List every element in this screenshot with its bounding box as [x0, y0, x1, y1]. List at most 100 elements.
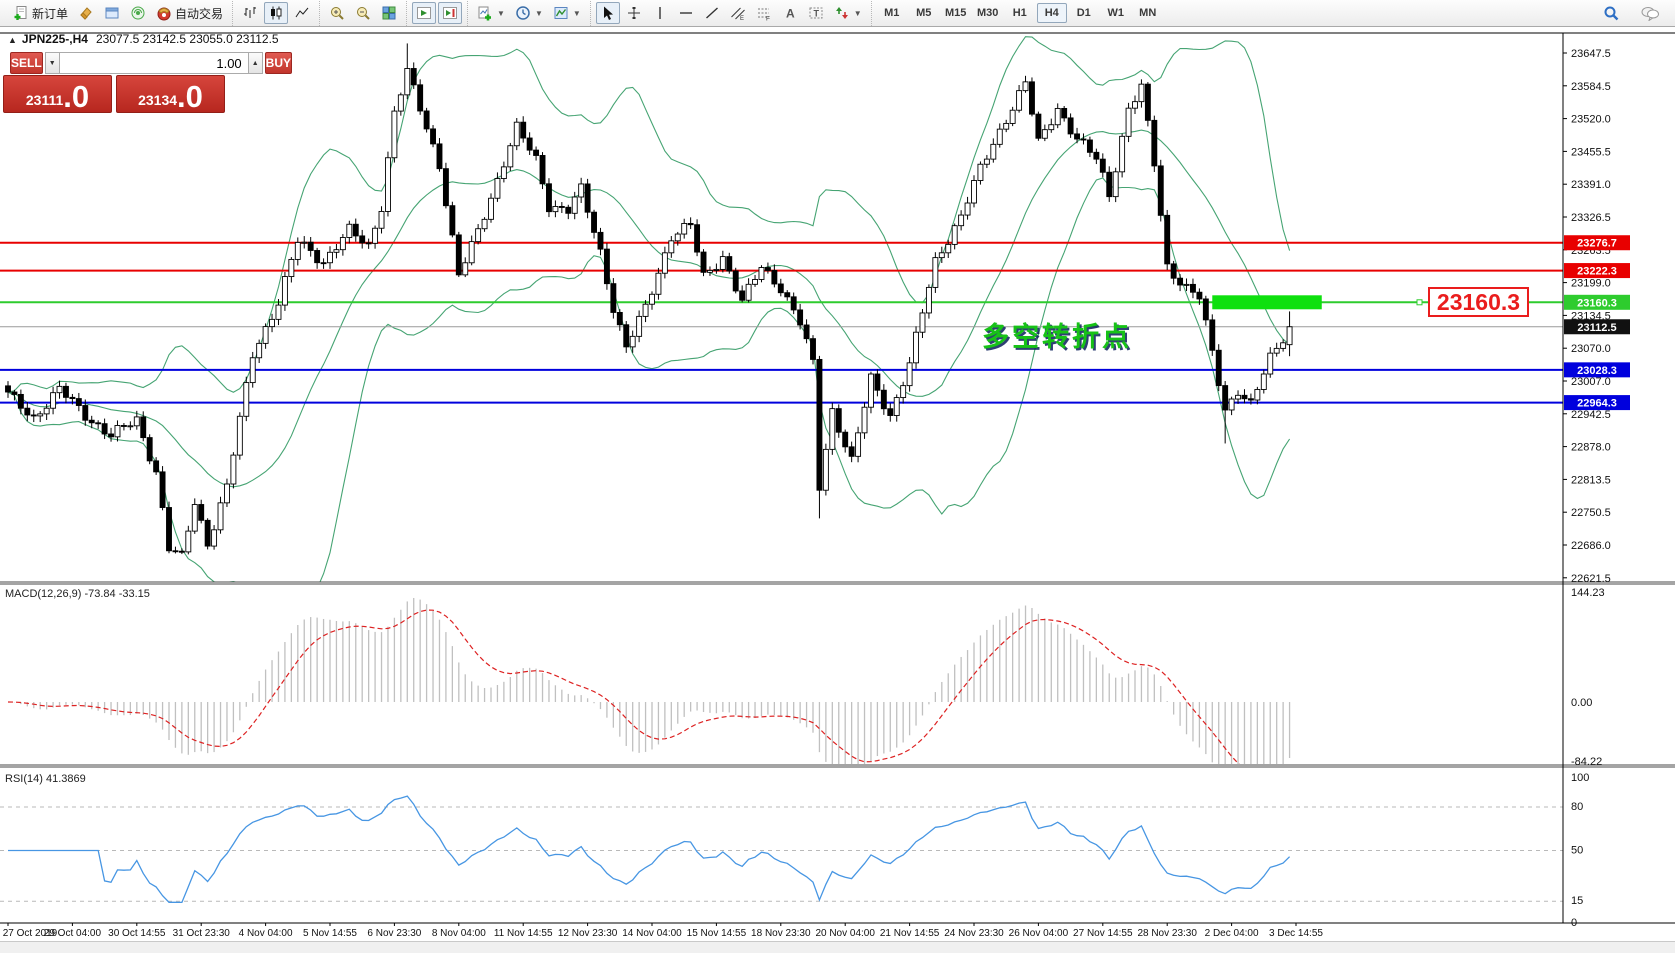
tile-windows-button[interactable]	[377, 2, 401, 24]
candle-up	[752, 279, 758, 285]
candle-down	[726, 256, 733, 272]
sell-price-box[interactable]: 23111.0	[3, 75, 112, 113]
axis-level-label-text: 23160.3	[1577, 297, 1617, 309]
candle-down	[591, 211, 597, 233]
new-order-button[interactable]: 新订单	[9, 2, 72, 25]
candle-down	[63, 385, 69, 398]
one-click-collapse-arrow[interactable]: ▲	[8, 35, 17, 45]
candle-down	[88, 419, 95, 424]
candle-up	[468, 241, 475, 264]
sell-button[interactable]: SELL	[10, 52, 43, 74]
candle-down	[887, 408, 894, 416]
timeframe-m1-button[interactable]: M1	[884, 7, 900, 19]
candle-up	[378, 210, 385, 229]
signals-button[interactable]	[126, 2, 150, 24]
bar-chart-button[interactable]	[238, 2, 262, 24]
timeframe-m30-button[interactable]: M30	[977, 7, 999, 19]
candle-up	[1016, 90, 1023, 111]
candle-up	[681, 223, 688, 235]
candle-up	[629, 335, 636, 348]
text-label-icon: T	[809, 7, 823, 19]
horizontal-line-button[interactable]	[674, 2, 698, 24]
timeframe-d1-button[interactable]: D1	[1076, 7, 1091, 19]
timeframe-h1-button[interactable]: H1	[1012, 7, 1027, 19]
candle-down	[1202, 298, 1209, 321]
candle-down	[359, 235, 366, 244]
chat-button[interactable]	[1636, 2, 1664, 24]
candlestick-chart-button[interactable]	[264, 2, 289, 24]
timeframe-w1-button[interactable]: W1	[1107, 7, 1124, 19]
axis-current-price-label-text: 23112.5	[1577, 322, 1616, 334]
candle-down	[11, 391, 18, 395]
line-chart-button[interactable]	[290, 2, 314, 24]
templates-button[interactable]: ▼	[549, 2, 585, 24]
add-indicator-button[interactable]: ▼	[473, 2, 509, 24]
equidistant-channel-button[interactable]: E	[726, 2, 750, 24]
trendline-button[interactable]	[700, 2, 724, 24]
timeframe-m15-button[interactable]: M15	[945, 7, 967, 19]
timeframe-h4-button[interactable]: H4	[1036, 3, 1067, 23]
price-tick-label: 22813.5	[1571, 474, 1611, 486]
macd-panel	[7, 597, 1291, 764]
candle-up	[713, 268, 720, 271]
candle-up	[327, 251, 333, 264]
candle-up	[1009, 109, 1016, 124]
horizontal-line-icon	[679, 12, 692, 14]
candle-up	[1054, 107, 1061, 126]
price-tick-label: 22878.0	[1571, 442, 1611, 454]
chart-title: ▲ JPN225-,H4 23077.5 23142.5 23055.0 23112…	[8, 32, 279, 46]
templates-icon	[554, 7, 568, 19]
axis-level-label-box	[1564, 263, 1630, 279]
candle-up	[919, 312, 926, 333]
buy-button[interactable]: BUY	[264, 52, 293, 74]
candle-down	[430, 128, 436, 145]
eraser-button[interactable]	[74, 2, 98, 24]
periods-button[interactable]: ▼	[511, 2, 547, 24]
cursor-button[interactable]	[595, 2, 620, 24]
candle-down	[764, 267, 771, 271]
volume-input[interactable]	[59, 52, 248, 74]
buy-price-box[interactable]: 23134.0	[116, 75, 225, 113]
time-label: 6 Nov 23:30	[367, 928, 421, 939]
candle-down	[790, 296, 797, 311]
chart-window-button[interactable]	[100, 2, 124, 24]
fibonacci-button[interactable]: F	[752, 2, 776, 24]
chart-window[interactable]: MACD(12,26,9) -73.84 -33.15 RSI(14) 41.38…	[0, 27, 1675, 941]
zoom-in-button[interactable]	[325, 2, 349, 24]
text-button[interactable]: A	[778, 2, 802, 24]
candle-down	[1106, 171, 1113, 198]
search-button[interactable]	[1599, 2, 1624, 25]
main-toolbar: 新订单 自动交易	[0, 0, 1675, 27]
time-label: 30 Oct 14:55	[108, 928, 166, 939]
candle-up	[1273, 347, 1280, 354]
chart-canvas[interactable]: MACD(12,26,9) -73.84 -33.15 RSI(14) 41.38…	[0, 27, 1675, 941]
autotrading-button[interactable]: 自动交易	[152, 2, 227, 25]
candle-down	[204, 519, 211, 547]
vertical-line-button[interactable]	[648, 2, 672, 24]
macd-signal-line	[7, 609, 1240, 764]
candle-up	[397, 94, 404, 112]
new-order-icon	[14, 6, 27, 20]
candle-up	[745, 283, 752, 301]
zoom-out-button[interactable]	[351, 2, 375, 24]
candle-down	[1099, 158, 1106, 173]
candle-up	[829, 408, 836, 450]
timeframe-m5-button[interactable]: M5	[916, 7, 932, 19]
candle-up	[243, 382, 250, 417]
timeframe-mn-button[interactable]: MN	[1139, 7, 1157, 19]
volume-decrement-button[interactable]: ▼	[44, 52, 60, 74]
candle-down	[1151, 119, 1158, 167]
candle-up	[391, 110, 398, 159]
crosshair-button[interactable]	[622, 2, 646, 24]
candle-down	[874, 373, 881, 391]
candle-up	[1003, 122, 1010, 130]
auto-scroll-button[interactable]	[412, 2, 437, 24]
text-label-button[interactable]: T	[804, 2, 828, 24]
tile-windows-icon	[382, 6, 396, 20]
chart-shift-button[interactable]	[438, 2, 463, 24]
volume-increment-button[interactable]: ▲	[247, 52, 263, 74]
price-tick-label: 23584.5	[1571, 81, 1611, 93]
candle-down	[565, 206, 572, 214]
arrows-button[interactable]: ▼	[830, 2, 866, 24]
fibonacci-icon: F	[757, 8, 770, 21]
